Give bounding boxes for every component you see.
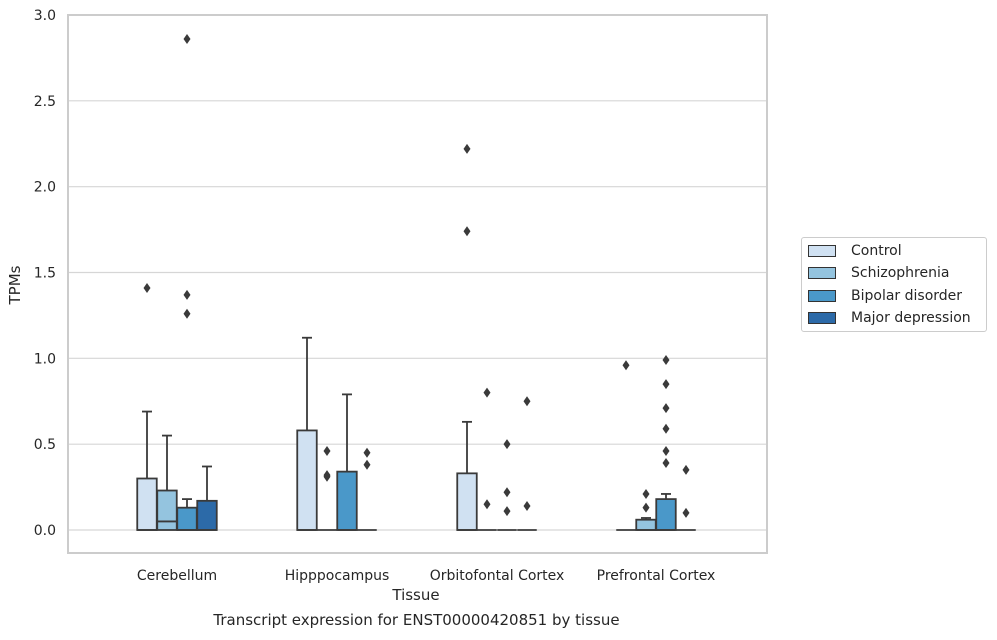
y-tick-label: 0.5 bbox=[34, 437, 56, 453]
x-tick-label: Orbitofontal Cortex bbox=[430, 568, 565, 584]
x-axis-ticks: Cerebellum Hipppocampus Orbitofontal Corte… bbox=[137, 568, 715, 584]
boxes-layer bbox=[136, 34, 696, 531]
x-tick-label: Cerebellum bbox=[137, 568, 217, 584]
outlier-point bbox=[183, 34, 191, 45]
box-1-3 bbox=[635, 488, 657, 531]
outlier-point bbox=[143, 282, 151, 293]
box-body bbox=[456, 472, 478, 531]
y-tick-label: 1.5 bbox=[34, 266, 56, 282]
outlier-point bbox=[363, 459, 371, 470]
box-2-3 bbox=[655, 355, 677, 531]
outlier-point bbox=[662, 403, 670, 414]
outlier-point bbox=[363, 447, 371, 458]
box-body bbox=[635, 518, 657, 531]
outlier-point bbox=[622, 360, 630, 371]
box-2-0 bbox=[176, 34, 198, 531]
y-axis-ticks: 0.0 0.5 1.0 1.5 2.0 2.5 3.0 bbox=[34, 8, 56, 539]
outlier-point bbox=[503, 487, 511, 498]
outlier-point bbox=[662, 379, 670, 390]
box-3-3 bbox=[676, 464, 696, 531]
outlier-point bbox=[323, 471, 331, 482]
box-body bbox=[336, 470, 358, 531]
y-tick-label: 2.5 bbox=[34, 94, 56, 110]
outlier-point bbox=[642, 502, 650, 513]
box-0-3 bbox=[616, 360, 636, 531]
outlier-point bbox=[523, 396, 531, 407]
chart-caption: Transcript expression for ENST0000042085… bbox=[213, 611, 620, 629]
y-tick-label: 3.0 bbox=[34, 8, 56, 24]
box-body bbox=[296, 429, 318, 531]
outlier-point bbox=[183, 289, 191, 300]
y-gridlines bbox=[68, 14, 767, 531]
box-1-2 bbox=[477, 387, 497, 531]
box-0-1 bbox=[296, 336, 318, 531]
box-body bbox=[156, 489, 178, 531]
legend-label-major-depression: Major depression bbox=[851, 310, 971, 326]
outlier-point bbox=[662, 423, 670, 434]
legend: Control Schizophrenia Bipolar disorder M… bbox=[801, 237, 987, 332]
outlier-point bbox=[682, 464, 690, 475]
box-0-2 bbox=[456, 143, 478, 531]
outlier-point bbox=[463, 143, 471, 154]
box-1-1 bbox=[317, 446, 337, 531]
box-body bbox=[655, 498, 677, 531]
y-tick-label: 2.0 bbox=[34, 180, 56, 196]
plot-frame bbox=[67, 14, 768, 554]
outlier-point bbox=[323, 446, 331, 457]
x-tick-label: Prefrontal Cortex bbox=[597, 568, 716, 584]
legend-item-schizophrenia: Schizophrenia bbox=[808, 264, 949, 282]
legend-label-bipolar-disorder: Bipolar disorder bbox=[851, 288, 963, 304]
box-3-0 bbox=[196, 465, 218, 531]
box-1-0 bbox=[156, 434, 178, 531]
outlier-point bbox=[463, 226, 471, 237]
outlier-point bbox=[642, 488, 650, 499]
outlier-point bbox=[662, 446, 670, 457]
legend-swatch-control bbox=[808, 245, 836, 257]
legend-label-schizophrenia: Schizophrenia bbox=[851, 265, 950, 281]
box-body bbox=[176, 506, 198, 531]
box-2-1 bbox=[336, 393, 358, 531]
legend-swatch-major-depression bbox=[808, 312, 836, 324]
legend-swatch-schizophrenia bbox=[808, 267, 836, 279]
outlier-point bbox=[503, 439, 511, 450]
outlier-point bbox=[662, 355, 670, 366]
box-body bbox=[196, 499, 218, 531]
y-tick-label: 0.0 bbox=[34, 523, 56, 539]
box-body bbox=[136, 477, 158, 531]
legend-item-bipolar-disorder: Bipolar disorder bbox=[808, 287, 962, 305]
y-axis-label: TPMs bbox=[6, 265, 24, 305]
outlier-point bbox=[503, 506, 511, 517]
legend-label-control: Control bbox=[851, 243, 902, 259]
x-axis-label: Tissue bbox=[391, 586, 439, 604]
box-3-2 bbox=[517, 396, 537, 531]
legend-item-major-depression: Major depression bbox=[808, 309, 971, 327]
outlier-point bbox=[483, 387, 491, 398]
outlier-point bbox=[183, 308, 191, 319]
box-3-1 bbox=[357, 447, 377, 531]
legend-swatch-bipolar-disorder bbox=[808, 290, 836, 302]
box-2-2 bbox=[497, 439, 517, 531]
x-tick-label: Hipppocampus bbox=[285, 568, 390, 584]
outlier-point bbox=[483, 499, 491, 510]
outlier-point bbox=[662, 458, 670, 469]
legend-item-control: Control bbox=[808, 242, 902, 260]
outlier-point bbox=[523, 500, 531, 511]
box-0-0 bbox=[136, 282, 158, 531]
y-tick-label: 1.0 bbox=[34, 351, 56, 367]
outlier-point bbox=[682, 507, 690, 518]
